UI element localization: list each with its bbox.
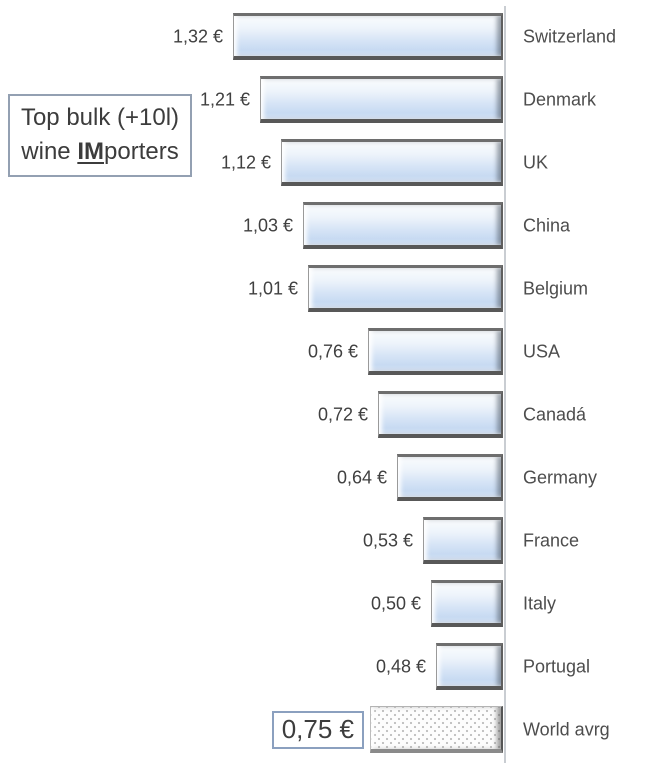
value-label: 0,50 € bbox=[370, 593, 421, 613]
category-label: Germany bbox=[523, 467, 598, 487]
value-label: 1,01 € bbox=[247, 278, 298, 298]
axis-baseline bbox=[504, 6, 506, 763]
value-label: 1,21 € bbox=[199, 89, 250, 109]
bar bbox=[431, 580, 503, 627]
annotation-line-2-pre: wine bbox=[21, 138, 78, 166]
bar-row: 1,01 € Belgium bbox=[0, 265, 650, 312]
bar bbox=[303, 202, 503, 249]
category-label: Italy bbox=[523, 593, 557, 613]
category-label: China bbox=[523, 215, 571, 235]
bar-row: 0,75 € World avrg bbox=[0, 706, 650, 753]
category-label: World avrg bbox=[523, 719, 610, 739]
world-average-bar bbox=[370, 706, 503, 753]
category-label: Denmark bbox=[523, 89, 597, 109]
bar-row: 0,48 € Portugal bbox=[0, 643, 650, 690]
bar bbox=[260, 76, 503, 123]
category-label: Switzerland bbox=[523, 26, 617, 46]
bar-row: 0,50 € Italy bbox=[0, 580, 650, 627]
value-label: 0,76 € bbox=[307, 341, 358, 361]
value-label: 0,64 € bbox=[336, 467, 387, 487]
value-label: 1,03 € bbox=[242, 215, 293, 235]
bar bbox=[436, 643, 503, 690]
value-label: 0,48 € bbox=[375, 656, 426, 676]
bar-row: 0,64 € Germany bbox=[0, 454, 650, 501]
bar bbox=[233, 13, 503, 60]
bar bbox=[308, 265, 503, 312]
annotation-line-2: wine IMporters bbox=[12, 135, 188, 169]
bar-row: 1,03 € China bbox=[0, 202, 650, 249]
category-label: Portugal bbox=[523, 656, 591, 676]
value-label: 1,32 € bbox=[172, 26, 223, 46]
world-average-value-label: 0,75 € bbox=[271, 710, 364, 749]
bar-row: 0,53 € France bbox=[0, 517, 650, 564]
annotation-line-1: Top bulk (+10l) bbox=[20, 104, 180, 131]
bar-row: 1,12 € UK bbox=[0, 139, 650, 186]
annotation-line-2-emphasis: IM bbox=[77, 138, 104, 166]
bar bbox=[281, 139, 503, 186]
annotation-line-2-post: porters bbox=[104, 138, 179, 166]
value-label: 1,12 € bbox=[220, 152, 271, 172]
bar-row: 0,72 € Canadá bbox=[0, 391, 650, 438]
chart-annotation-box: Top bulk (+10l) wine IMporters bbox=[8, 94, 192, 178]
category-label: France bbox=[523, 530, 580, 550]
category-label: UK bbox=[523, 152, 549, 172]
bar-row: 1,21 € Denmark bbox=[0, 76, 650, 123]
category-label: Canadá bbox=[523, 404, 587, 424]
value-label: 0,53 € bbox=[362, 530, 413, 550]
value-label: 0,72 € bbox=[317, 404, 368, 424]
bar bbox=[378, 391, 503, 438]
bar bbox=[368, 328, 503, 375]
bar-row: 0,76 € USA bbox=[0, 328, 650, 375]
bar bbox=[397, 454, 503, 501]
bar-row: 1,32 € Switzerland bbox=[0, 13, 650, 60]
category-label: Belgium bbox=[523, 278, 589, 298]
category-label: USA bbox=[523, 341, 561, 361]
bar bbox=[423, 517, 503, 564]
